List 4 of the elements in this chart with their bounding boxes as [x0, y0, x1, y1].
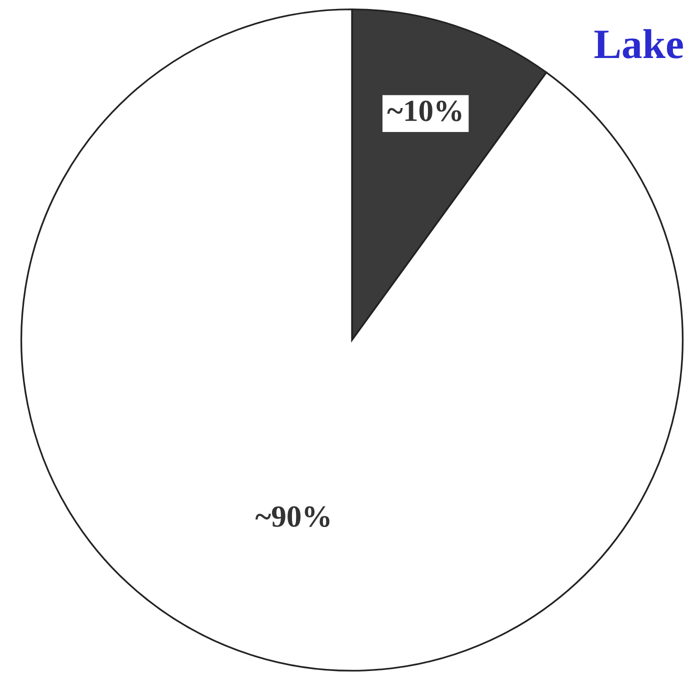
pie-slice: [20, 8, 684, 672]
data-label: ~10%: [387, 100, 462, 122]
chart-title: Lake: [594, 29, 683, 58]
data-label: ~90%: [255, 506, 330, 528]
